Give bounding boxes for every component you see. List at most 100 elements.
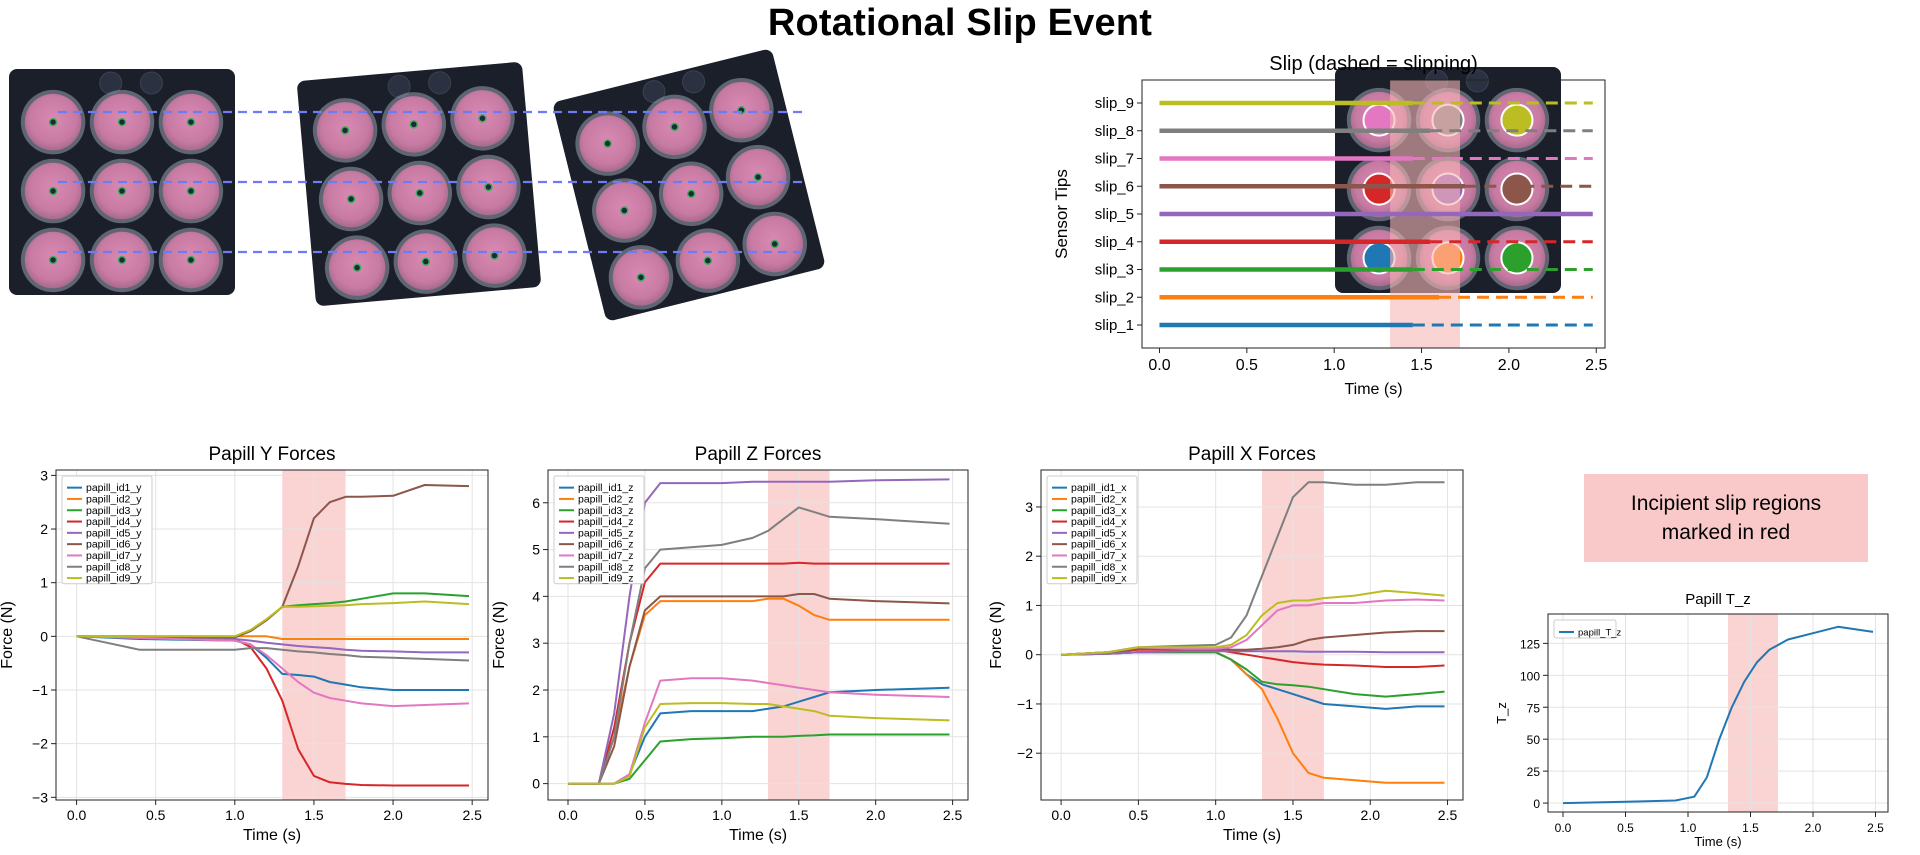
x-tick-label: 2.5 [943,807,963,823]
slip-region [1728,614,1778,812]
x-tick-label: 2.5 [1585,357,1607,374]
y-tick-label: 3 [40,467,48,483]
series-line [568,478,950,785]
legend-entry: papill_id5_z [578,527,633,539]
series-line [76,600,470,638]
tip-color-swatch [1500,103,1534,137]
legend-entry: papill_id2_z [578,493,633,505]
x-tick-label: 2.0 [1805,821,1822,835]
chart-title: Papill Z Forces [695,444,822,465]
legend-entry: papill_id4_y [86,516,142,528]
tip-color-swatch [1500,172,1534,206]
legend-entry: papill_T_z [1578,628,1622,639]
y-tick-label: −1 [32,682,48,698]
x-tick-label: 1.5 [1283,807,1303,823]
tracking-dot [409,120,419,129]
legend-entry: papill_id2_x [1071,493,1127,505]
x-tick-label: 1.0 [1323,357,1345,374]
x-tick-label: 0.0 [558,807,578,823]
y-tick-label: 1 [532,729,540,745]
screw-icon [1465,69,1489,93]
x-tick-label: 2.5 [1867,821,1884,835]
y-tick-label: 50 [1527,733,1541,747]
y-tick-label: −2 [32,736,48,752]
tracking-dot [478,114,487,123]
x-tick-label: 1.5 [1742,821,1759,835]
legend-entry: papill_id8_x [1071,561,1127,573]
x-axis-label: Time (s) [243,827,301,844]
x-tick-label: 0.5 [635,807,655,823]
tracking-dot [346,194,356,204]
tracking-dot [48,117,58,127]
screw-icon [682,70,706,94]
y-axis-label: Force (N) [988,601,1005,669]
series-line [76,635,470,708]
x-tick-label: 2.0 [1361,807,1381,823]
y-tick-label: 100 [1520,669,1540,683]
tracking-dot [753,172,763,182]
x-tick-label: 0.0 [67,807,87,823]
series-line [76,484,470,639]
y-tick-label: 0 [40,628,48,644]
series-line [568,593,950,785]
tracking-dot [117,255,127,265]
legend-entry: papill_id4_z [578,516,633,528]
y-tick-label: slip_6 [1095,178,1134,195]
tracking-dot [340,126,350,135]
y-tick-label: 2 [40,521,48,537]
legend: papill_id1_xpapill_id2_xpapill_id3_xpapi… [1046,475,1138,585]
x-tick-label: 2.0 [383,807,403,823]
y-tick-label: slip_4 [1095,234,1134,251]
legend-box [1046,475,1138,585]
series-line [1061,650,1445,656]
y-tick-label: 0 [1025,647,1033,663]
x-tick-label: 2.5 [462,807,482,823]
legend-entry: papill_id4_x [1071,516,1127,528]
x-tick-label: 1.5 [304,807,324,823]
x-tick-label: 0.0 [1051,807,1071,823]
y-tick-label: 2 [1025,548,1033,564]
x-tick-label: 0.0 [1148,357,1170,374]
y-tick-label: 3 [532,635,540,651]
legend: papill_id1_ypapill_id2_ypapill_id3_ypapi… [61,475,153,585]
series-line [568,677,950,785]
legend-entry: papill_id6_z [578,539,633,551]
callout-line-2: marked in red [1661,521,1791,544]
tracking-dot [48,186,58,196]
x-tick-label: 1.0 [1206,807,1226,823]
x-tick-label: 1.5 [789,807,809,823]
legend-entry: papill_id7_z [578,550,633,562]
legend-entry: papill_id6_x [1071,539,1127,551]
slip-chart: slip_1 slip_2 slip_3 slip_4 slip_5 slip_6 slip… [1052,53,1607,398]
axes-frame [1040,469,1464,801]
slip-callout: Incipient slip regions marked in red [1584,474,1868,562]
legend-entry: papill_id1_y [86,482,142,494]
y-tick-label: slip_9 [1095,95,1134,112]
figure-title: Rotational Slip Event [767,2,1153,44]
x-tick-label: 0.5 [146,807,166,823]
x-axis-label: Time (s) [1694,834,1741,849]
y-tick-label: 125 [1520,637,1540,651]
legend-entry: papill_id5_x [1071,527,1127,539]
x-tick-label: 1.0 [712,807,732,823]
legend: papill_T_z [1553,619,1622,639]
tracking-dot [670,122,679,132]
x-tick-label: 0.5 [1617,821,1634,835]
legend-entry: papill_id1_z [578,482,633,494]
y-tick-label: 2 [532,682,540,698]
series-line [568,506,950,785]
tracking-dot [770,239,779,249]
y-tick-label: slip_3 [1095,262,1134,279]
x-tick-label: 2.5 [1438,807,1458,823]
y-tick-label: slip_7 [1095,151,1134,168]
legend-box [61,475,153,585]
y-tick-label: 1 [40,575,48,591]
chart-title: Papill X Forces [1188,444,1316,465]
legend-entry: papill_id3_x [1071,505,1127,517]
y-tick-label: 6 [532,495,540,511]
y-tick-label: slip_2 [1095,289,1134,306]
x-tick-label: 1.0 [1680,821,1697,835]
